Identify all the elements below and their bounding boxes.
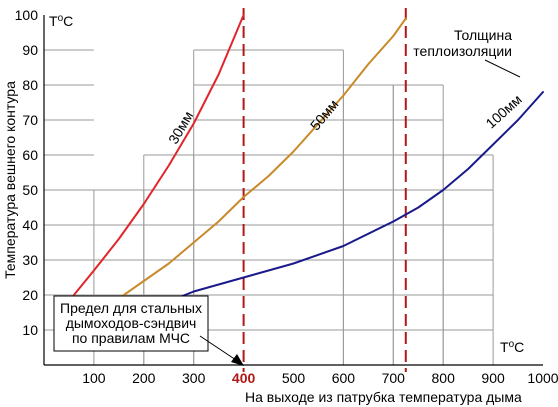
annotation-text: Предел для стальных дымоходов-сэндвич по п… xyxy=(60,300,202,346)
x-tick-label: 700 xyxy=(382,370,406,386)
x-tick-label: 900 xyxy=(481,370,505,386)
y-unit-label: ToC xyxy=(49,13,73,29)
y-tick-label: 50 xyxy=(22,182,38,198)
legend-title: Толщина теплоизоляции xyxy=(413,27,521,78)
annotation-box xyxy=(53,295,209,352)
x-unit-label: ToC xyxy=(500,339,524,355)
axes xyxy=(43,15,543,366)
x-axis-label: На выходе из патрубка температура дыма xyxy=(245,389,522,405)
y-tick-label: 70 xyxy=(22,112,38,128)
y-tick-label: 20 xyxy=(22,287,38,303)
annotation-pointer-line xyxy=(199,335,237,361)
annotation-arrow-head xyxy=(231,354,244,366)
y-axis-label: Температура вешнего контура xyxy=(2,81,18,279)
series-line-50мм xyxy=(117,17,407,300)
y-tick-label: 10 xyxy=(22,322,38,338)
series-line-100мм xyxy=(175,91,544,300)
x-tick-label: 200 xyxy=(132,370,156,386)
series-line-30мм xyxy=(72,14,245,296)
x-tick-label: 100 xyxy=(82,370,106,386)
y-tick-label: 30 xyxy=(22,252,38,268)
x-tick-label: 300 xyxy=(182,370,206,386)
x-tick-label: 500 xyxy=(282,370,306,386)
y-tick-label: 100 xyxy=(15,7,39,23)
x-tick-label-highlight: 400 xyxy=(232,370,256,386)
reference-lines xyxy=(242,8,407,372)
y-tick-label: 90 xyxy=(22,42,38,58)
x-tick-label: 800 xyxy=(432,370,456,386)
x-tick-label: 1000 xyxy=(527,370,558,386)
y-tick-label: 40 xyxy=(22,217,38,233)
legend-pointer-line xyxy=(484,59,521,78)
legend-title-text: Толщина теплоизоляции xyxy=(413,27,512,59)
tick-labels: 10 20 30 40 50 60 70 80 90 100 100 200 300 400 500 600 7… xyxy=(15,7,558,386)
limit-annotation: Предел для стальных дымоходов-сэндвич по п… xyxy=(53,295,244,366)
y-tick-label: 60 xyxy=(22,147,38,163)
y-tick-label: 80 xyxy=(22,77,38,93)
x-tick-label: 600 xyxy=(332,370,356,386)
